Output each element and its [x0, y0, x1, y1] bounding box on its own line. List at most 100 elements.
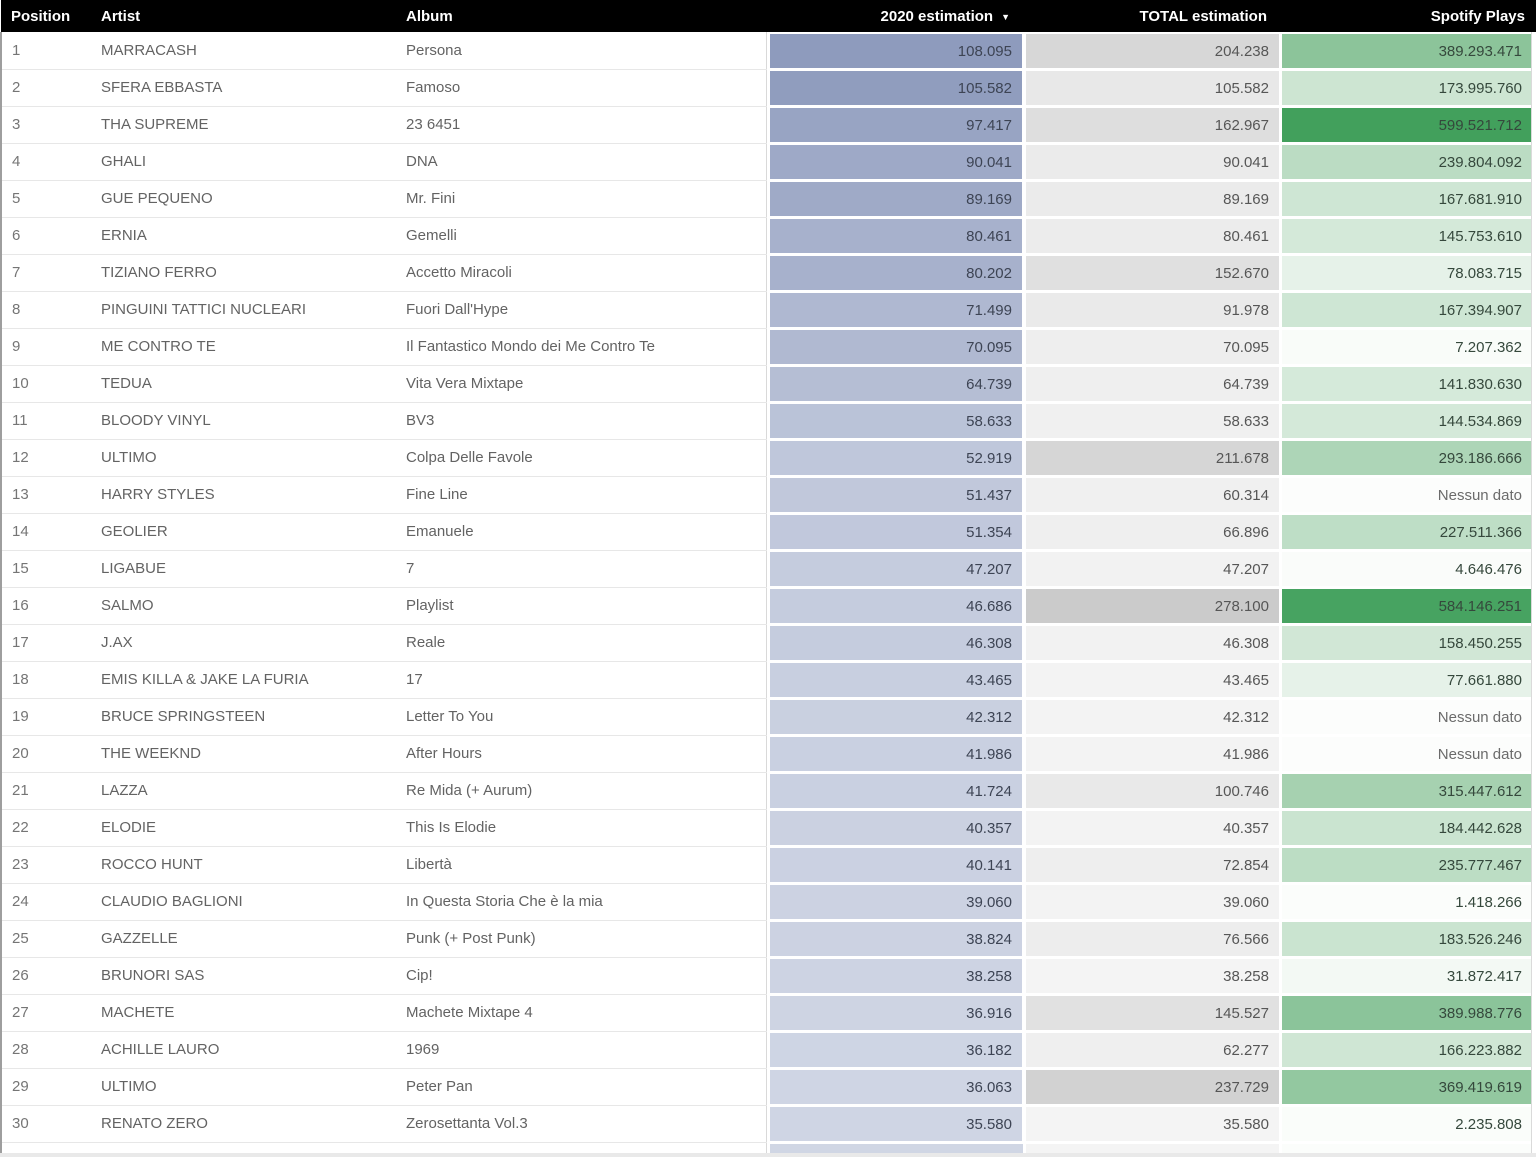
- cell-spotify-plays-value: 77.661.880: [1282, 663, 1532, 697]
- table-row: 30 RENATO ZERO Zerosettanta Vol.3 35.580 35.…: [0, 1105, 1536, 1143]
- cell-spotify-plays-value: 184.442.628: [1282, 811, 1532, 845]
- cell-album: Playlist: [396, 587, 767, 625]
- cell-position: 24: [0, 883, 91, 921]
- column-header-album[interactable]: Album: [396, 0, 766, 32]
- cell-album: Famoso: [396, 69, 767, 107]
- cell-total-estimation: 47.207: [1023, 550, 1279, 587]
- cell-spotify-plays: 389.293.471: [1279, 32, 1536, 69]
- cell-spotify-plays-value: 145.753.610: [1282, 219, 1532, 253]
- cell-2020-estimation: 42.312: [766, 698, 1023, 735]
- cell-position: 28: [0, 1031, 91, 1069]
- table-row: 25 GAZZELLE Punk (+ Post Punk) 38.824 76.566…: [0, 920, 1536, 958]
- cell-position: 23: [0, 846, 91, 884]
- cell-total-estimation-value: 91.978: [1026, 293, 1279, 327]
- cell-2020-estimation-value: 51.354: [769, 515, 1022, 549]
- cell-spotify-plays: 31.872.417: [1279, 957, 1536, 994]
- cell-2020-estimation-value: 38.258: [769, 959, 1022, 993]
- cell-total-estimation: 105.582: [1023, 69, 1279, 106]
- cell-spotify-plays-value: 78.083.715: [1282, 256, 1532, 290]
- cell-album: 23 6451: [396, 106, 767, 144]
- cell-position: 7: [0, 254, 91, 292]
- cell-total-estimation: 46.308: [1023, 624, 1279, 661]
- cell-artist: GHALI: [91, 143, 396, 181]
- column-header-2020-estimation[interactable]: 2020 estimation ▼: [766, 0, 1023, 32]
- cell-2020-estimation-value: 51.437: [769, 478, 1022, 512]
- cell-2020-estimation-value: 36.916: [769, 996, 1022, 1030]
- cell-spotify-plays-value: Nessun dato: [1282, 478, 1532, 512]
- cell-2020-estimation-value: 97.417: [769, 108, 1022, 142]
- table-row: 10 TEDUA Vita Vera Mixtape 64.739 64.739 141.…: [0, 365, 1536, 403]
- cell-artist: LAZZA: [91, 772, 396, 810]
- table-row: 11 BLOODY VINYL BV3 58.633 58.633 144.534.869: [0, 402, 1536, 440]
- column-header-position[interactable]: Position: [1, 0, 91, 32]
- cell-spotify-plays: 7.207.362: [1279, 328, 1536, 365]
- table-row: 7 TIZIANO FERRO Accetto Miracoli 80.202 152.…: [0, 254, 1536, 292]
- cell-2020-estimation-value: 80.461: [769, 219, 1022, 253]
- cell-total-estimation: 64.739: [1023, 365, 1279, 402]
- cell-2020-estimation-value: 36.063: [769, 1070, 1022, 1104]
- table-row: 15 LIGABUE 7 47.207 47.207 4.646.476: [0, 550, 1536, 588]
- cell-total-estimation-value: 278.100: [1026, 589, 1279, 623]
- cell-spotify-plays-value: 227.511.366: [1282, 515, 1532, 549]
- cell-2020-estimation-value: 58.633: [769, 404, 1022, 438]
- cell-artist: BLOODY VINYL: [91, 402, 396, 440]
- cell-position: 21: [0, 772, 91, 810]
- cell-2020-estimation: 89.169: [766, 180, 1023, 217]
- cell-total-estimation-value: 80.461: [1026, 219, 1279, 253]
- cell-position: 15: [0, 550, 91, 588]
- column-header-total-estimation[interactable]: TOTAL estimation: [1023, 0, 1279, 32]
- cell-2020-estimation: 80.202: [766, 254, 1023, 291]
- cell-2020-estimation: 40.357: [766, 809, 1023, 846]
- cell-spotify-plays: 173.995.760: [1279, 69, 1536, 106]
- table-row: 27 MACHETE Machete Mixtape 4 36.916 145.527 3…: [0, 994, 1536, 1032]
- cell-position: 12: [0, 439, 91, 477]
- cell-2020-estimation: 46.308: [766, 624, 1023, 661]
- cell-2020-estimation: 51.354: [766, 513, 1023, 550]
- header-row: Position Artist Album 2020 estimation ▼ T…: [1, 0, 1536, 32]
- cell-total-estimation-value: 58.633: [1026, 404, 1279, 438]
- table-row: 5 GUE PEQUENO Mr. Fini 89.169 89.169 167.681.…: [0, 180, 1536, 218]
- cell-album: Libertà: [396, 846, 767, 884]
- cell-total-estimation-value: 162.967: [1026, 108, 1279, 142]
- cell-2020-estimation: 35.580: [766, 1105, 1023, 1142]
- cell-2020-estimation-value: 89.169: [769, 182, 1022, 216]
- cell-spotify-plays-value: 315.447.612: [1282, 774, 1532, 808]
- cell-total-estimation: 145.527: [1023, 994, 1279, 1031]
- cell-artist: ACHILLE LAURO: [91, 1031, 396, 1069]
- cell-artist: GUE PEQUENO: [91, 180, 396, 218]
- cell-album: Fine Line: [396, 476, 767, 514]
- cell-2020-estimation-value: 47.207: [769, 552, 1022, 586]
- sort-desc-icon: ▼: [1001, 11, 1010, 22]
- cell-artist: PINGUINI TATTICI NUCLEARI: [91, 291, 396, 329]
- cell-total-estimation: 58.633: [1023, 402, 1279, 439]
- cell-artist: ULTIMO: [91, 439, 396, 477]
- column-header-spotify-plays[interactable]: Spotify Plays: [1279, 0, 1536, 32]
- cell-2020-estimation: 105.582: [766, 69, 1023, 106]
- cell-spotify-plays-value: Nessun dato: [1282, 700, 1532, 734]
- cell-total-estimation: 100.746: [1023, 772, 1279, 809]
- cell-total-estimation-value: 211.678: [1026, 441, 1279, 475]
- cell-spotify-plays-value: 235.777.467: [1282, 848, 1532, 882]
- cell-artist: RENATO ZERO: [91, 1105, 396, 1143]
- table-row: 20 THE WEEKND After Hours 41.986 41.986 Nessu…: [0, 735, 1536, 773]
- cell-2020-estimation: 64.739: [766, 365, 1023, 402]
- cell-2020-estimation-value: 64.739: [769, 367, 1022, 401]
- cell-position: 2: [0, 69, 91, 107]
- column-header-artist[interactable]: Artist: [91, 0, 396, 32]
- table-row: 12 ULTIMO Colpa Delle Favole 52.919 211.678 2…: [0, 439, 1536, 477]
- cell-total-estimation-value: 90.041: [1026, 145, 1279, 179]
- cell-album: Fuori Dall'Hype: [396, 291, 767, 329]
- cell-album: This Is Elodie: [396, 809, 767, 847]
- cell-total-estimation: 42.312: [1023, 698, 1279, 735]
- cell-position: 22: [0, 809, 91, 847]
- cell-spotify-plays-value: 599.521.712: [1282, 108, 1532, 142]
- cell-position: 6: [0, 217, 91, 255]
- cell-spotify-plays-value: 173.995.760: [1282, 71, 1532, 105]
- cell-2020-estimation-value: 90.041: [769, 145, 1022, 179]
- cell-position: 19: [0, 698, 91, 736]
- cell-position: 5: [0, 180, 91, 218]
- cell-2020-estimation-value: 41.724: [769, 774, 1022, 808]
- cell-total-estimation: 89.169: [1023, 180, 1279, 217]
- cell-total-estimation-value: 62.277: [1026, 1033, 1279, 1067]
- cell-album: Punk (+ Post Punk): [396, 920, 767, 958]
